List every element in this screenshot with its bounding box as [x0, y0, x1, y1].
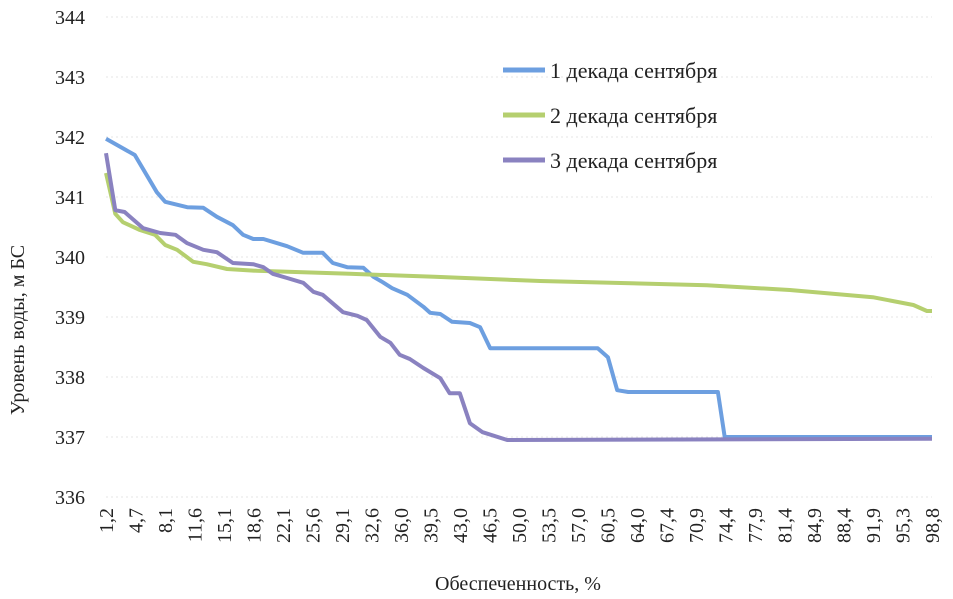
x-tick-label: 67,4	[657, 508, 679, 543]
legend-label-3: 3 декада сентября	[550, 148, 717, 173]
series-line-2	[104, 172, 932, 313]
series-line-1	[105, 137, 932, 439]
x-tick-label: 70,9	[686, 508, 708, 543]
y-tick-label: 337	[55, 427, 85, 449]
x-tick-label: 4,7	[126, 508, 148, 533]
legend-label-1: 1 декада сентября	[550, 58, 717, 83]
y-axis-label: Уровень воды, м БС	[7, 245, 29, 415]
x-tick-label: 11,6	[185, 508, 207, 542]
legend-label-2: 2 декада сентября	[550, 103, 717, 128]
y-axis-ticks: 336 337 338 339 340 341 342 343 344	[55, 7, 85, 509]
x-tick-label: 25,6	[303, 508, 325, 543]
y-tick-label: 342	[55, 127, 85, 149]
x-tick-label: 88,4	[834, 508, 856, 543]
y-tick-label: 343	[55, 67, 85, 89]
x-tick-label: 15,1	[214, 508, 236, 543]
gridlines	[106, 16, 932, 498]
x-axis-label: Обеспеченность, %	[435, 573, 601, 595]
x-tick-label: 95,3	[893, 508, 915, 543]
x-tick-label: 29,1	[332, 508, 354, 543]
x-tick-label: 64,0	[627, 508, 649, 543]
x-tick-label: 18,6	[244, 508, 266, 543]
x-tick-label: 91,9	[863, 508, 885, 543]
x-tick-label: 50,0	[509, 508, 531, 543]
y-tick-label: 344	[55, 7, 85, 29]
x-tick-label: 53,5	[539, 508, 561, 543]
series-line-3	[104, 152, 933, 442]
x-tick-label: 84,9	[804, 508, 826, 543]
x-tick-label: 32,6	[362, 508, 384, 543]
legend: 1 декада сентября 2 декада сентября 3 де…	[503, 58, 717, 173]
x-tick-label: 36,0	[391, 508, 413, 543]
y-tick-label: 336	[55, 487, 85, 509]
x-tick-label: 46,5	[480, 508, 502, 543]
series-lines	[104, 137, 933, 442]
x-tick-label: 81,4	[775, 508, 797, 543]
x-tick-label: 77,9	[745, 508, 767, 543]
y-tick-label: 338	[55, 367, 85, 389]
x-tick-label: 74,4	[716, 508, 738, 543]
x-tick-label: 57,0	[568, 508, 590, 543]
x-tick-label: 1,2	[96, 508, 118, 533]
x-tick-label: 22,1	[273, 508, 295, 543]
x-tick-label: 43,0	[450, 508, 472, 543]
y-tick-label: 341	[55, 187, 85, 209]
y-tick-label: 340	[55, 247, 85, 269]
x-tick-label: 8,1	[155, 508, 177, 533]
y-tick-label: 339	[55, 307, 85, 329]
x-tick-label: 60,5	[598, 508, 620, 543]
x-axis-ticks: 1,2 4,7 8,1 11,6 15,1 18,6 22,1 25,6 29,1 32,6 36,…	[96, 508, 944, 543]
x-tick-label: 98,8	[922, 508, 944, 543]
x-tick-label: 39,5	[421, 508, 443, 543]
